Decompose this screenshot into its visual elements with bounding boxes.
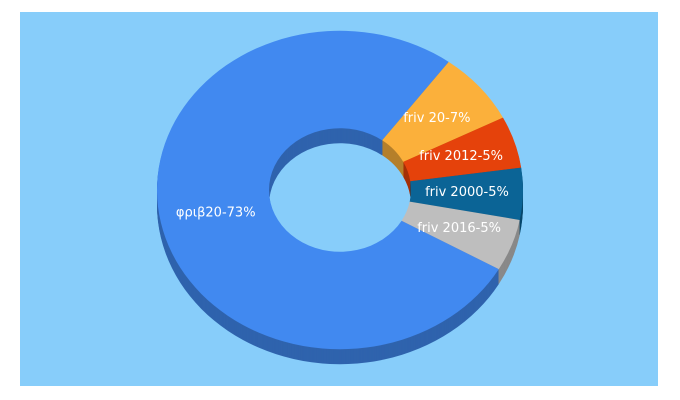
slice [401, 201, 520, 270]
slice-label: friv 20-7% [403, 111, 470, 126]
slice [403, 117, 522, 182]
slice-label: friv 2012-5% [419, 149, 503, 164]
slice-label: φριβ20-73% [176, 205, 256, 220]
slice-label: friv 2000-5% [425, 185, 509, 200]
slice-label: friv 2016-5% [417, 221, 501, 236]
slice [156, 30, 499, 350]
slice [409, 167, 523, 220]
slice [382, 61, 503, 162]
